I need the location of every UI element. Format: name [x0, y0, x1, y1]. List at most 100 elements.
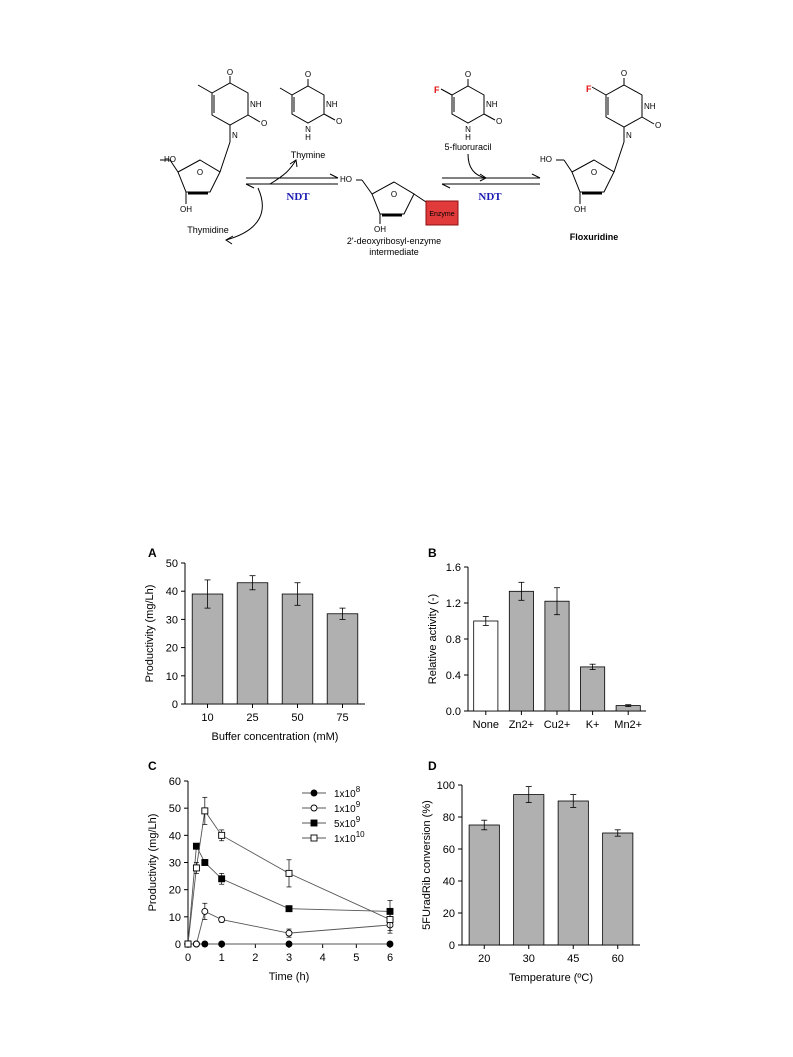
fu-n: N [465, 125, 471, 134]
data-point [285, 905, 293, 913]
panel-letter: C [148, 759, 157, 773]
data-point [386, 940, 394, 948]
x-tick-label: Cu2+ [544, 719, 571, 731]
y-tick-label: 40 [169, 830, 181, 842]
x-tick-label: 60 [612, 953, 624, 965]
thymidine-label: Thymidine [187, 225, 229, 235]
fu-h: H [465, 133, 471, 142]
fluorouracil-structure [440, 79, 496, 124]
x-tick-label: 3 [286, 952, 292, 964]
y-tick-label: 1.2 [446, 598, 461, 610]
data-point [285, 929, 293, 937]
legend-label-base: 5x10 [334, 819, 356, 830]
data-point [192, 940, 200, 948]
thymine-o-right: O [336, 117, 342, 126]
flox-ring-o: O [591, 168, 597, 177]
legend-label-base: 1x10 [334, 834, 356, 845]
thymine-n: N [305, 125, 311, 134]
fu-o-right: O [496, 117, 502, 126]
panel-letter: B [428, 546, 437, 560]
data-point [218, 831, 226, 839]
x-tick-label: None [473, 719, 499, 731]
series-line [188, 910, 391, 945]
data-point [201, 807, 209, 815]
thymine-structure [279, 79, 336, 124]
data-point [386, 916, 394, 923]
x-tick-label: 10 [201, 712, 213, 724]
ndt-right-label: NDT [478, 191, 502, 203]
fluorouracil-label: 5-fluoruracil [444, 142, 491, 152]
x-tick-label: Mn2+ [614, 719, 642, 731]
y-axis-label: 5FUradRib conversion (%) [421, 800, 433, 930]
thymine-nh: NH [326, 100, 338, 109]
data-point [184, 940, 192, 948]
bar [513, 794, 545, 946]
flox-o-right: O [655, 121, 661, 130]
floxuridine-structure [556, 78, 655, 204]
y-tick-label: 60 [169, 776, 181, 788]
data-point [310, 789, 318, 797]
intermediate-structure [356, 179, 427, 224]
y-tick-label: 30 [169, 858, 181, 870]
bar [473, 620, 499, 712]
legend-label: 1x1010 [334, 830, 365, 845]
x-tick-label: 0 [185, 952, 191, 964]
bar [281, 593, 314, 705]
intermediate-oh: OH [374, 225, 386, 234]
flox-oh: OH [574, 205, 586, 214]
legend-label-exponent: 10 [356, 830, 365, 839]
y-tick-label: 40 [443, 876, 455, 888]
data-point [310, 819, 318, 827]
x-tick-label: K+ [586, 719, 600, 731]
x-tick-label: 25 [246, 712, 258, 724]
panel-c-chart: C 0 10 20 30 40 50 60 Productivity (mg/Lh) 0 1 2 3 4 5… [147, 759, 394, 983]
y-tick-label: 50 [166, 558, 178, 570]
y-tick-label: 40 [166, 586, 178, 598]
y-tick-label: 1.6 [446, 562, 461, 574]
thymidine-o-right: O [261, 119, 267, 128]
y-axis-label: Productivity (mg/Lh) [144, 585, 156, 683]
flox-f: F [586, 84, 592, 94]
x-tick-label: 75 [336, 712, 348, 724]
thymidine-nh: NH [250, 100, 262, 109]
scheme-labels: O NH O N HO O OH O NH O N H O NH O N H F… [164, 68, 661, 257]
x-tick-label: 20 [478, 953, 490, 965]
x-axis-label: Temperature (ºC) [509, 972, 593, 984]
bar [236, 582, 269, 705]
legend-label-exponent: 9 [356, 815, 361, 824]
data-point [310, 834, 318, 842]
left-equilibrium-arrows [225, 159, 339, 245]
data-point [285, 940, 293, 948]
flox-o-top: O [621, 69, 627, 78]
intermediate-ring-o: O [391, 190, 397, 199]
y-tick-label: 20 [166, 643, 178, 655]
legend-label-exponent: 8 [356, 785, 361, 794]
series-3: 1x1010 [184, 796, 394, 948]
fu-o-top: O [465, 70, 471, 79]
y-tick-label: 10 [169, 912, 181, 924]
y-tick-label: 20 [443, 908, 455, 920]
thymidine-structure [160, 76, 261, 204]
bar [191, 593, 224, 705]
intermediate-label-line1: 2'-deoxyribosyl-enzyme [347, 236, 441, 246]
flox-ho: HO [540, 155, 552, 164]
thymine-h: H [305, 133, 311, 142]
right-equilibrium-arrows [441, 153, 541, 189]
y-tick-label: 30 [166, 614, 178, 626]
data-point [218, 875, 226, 883]
panel-a-chart: A 0 10 20 30 40 50 Productivity (mg/Lh) 10 25 50 75… [144, 546, 365, 743]
fu-nh: NH [486, 100, 498, 109]
x-tick-label: Zn2+ [509, 719, 534, 731]
y-tick-label: 0 [449, 940, 455, 952]
data-point [201, 859, 209, 866]
x-tick-label: 6 [387, 952, 393, 964]
data-point [201, 940, 209, 948]
bar [468, 824, 500, 946]
y-tick-label: 0.0 [446, 706, 461, 718]
reaction-scheme [160, 76, 655, 245]
panel-d-chart: D 0 20 40 60 80 100 5FUradRib conversion (%) 20 3… [421, 759, 640, 984]
data-point [285, 869, 293, 877]
x-axis-label: Buffer concentration (mM) [212, 731, 339, 743]
thymidine-ring-o: O [197, 168, 203, 177]
